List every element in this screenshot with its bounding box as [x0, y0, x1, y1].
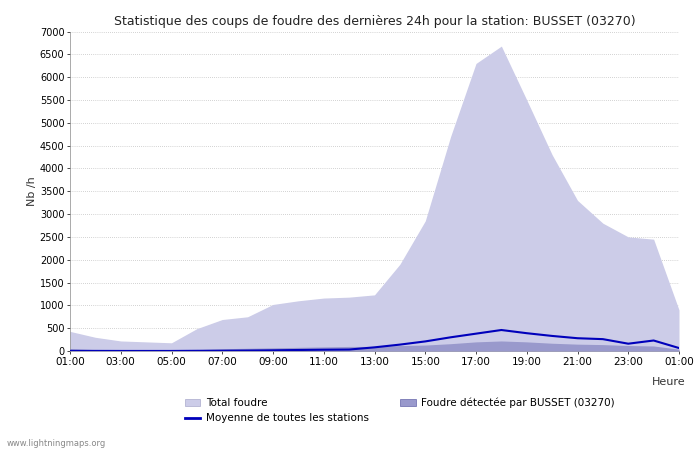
Title: Statistique des coups de foudre des dernières 24h pour la station: BUSSET (03270: Statistique des coups de foudre des dern…	[113, 14, 636, 27]
Text: Heure: Heure	[652, 377, 685, 387]
Y-axis label: Nb /h: Nb /h	[27, 176, 37, 206]
Text: www.lightningmaps.org: www.lightningmaps.org	[7, 439, 106, 448]
Legend: Total foudre, Moyenne de toutes les stations, Foudre détectée par BUSSET (03270): Total foudre, Moyenne de toutes les stat…	[185, 398, 615, 423]
